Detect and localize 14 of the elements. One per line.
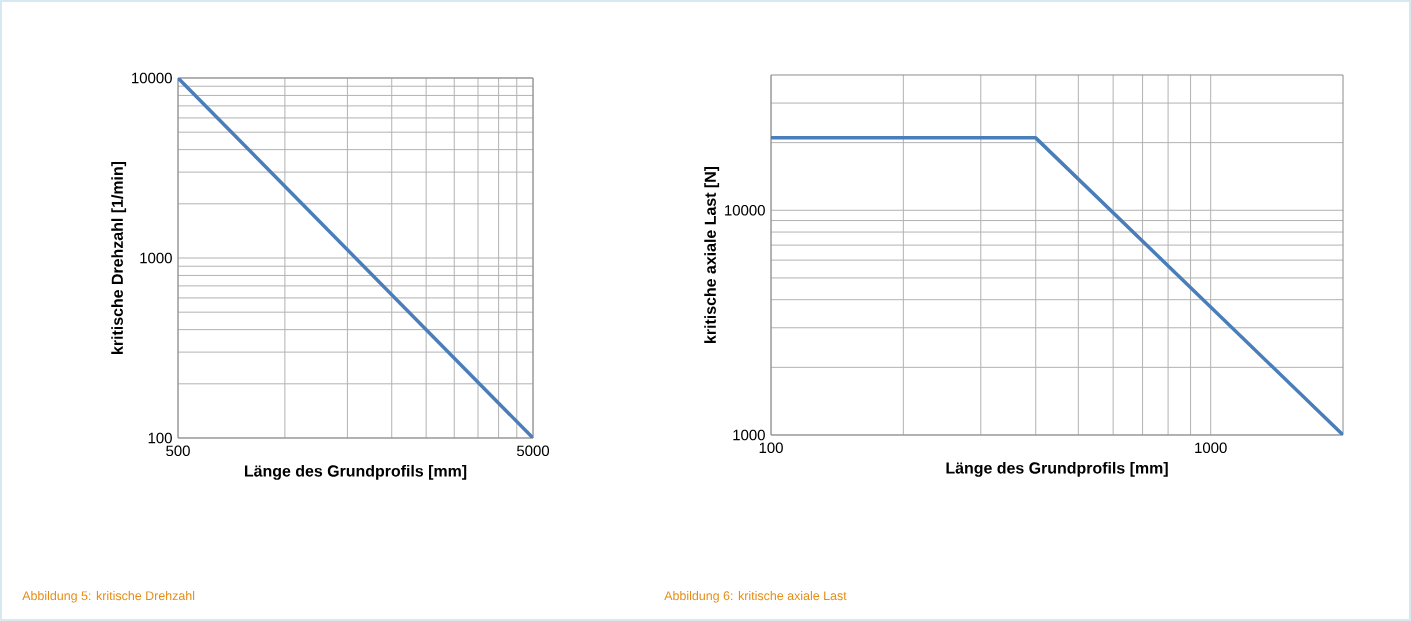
x-axis-title: Länge des Grundprofils [mm]	[946, 461, 1168, 477]
y-tick-label: 100	[148, 432, 172, 444]
y-tick-label: 10000	[725, 204, 765, 216]
text: Abbildung 5: kritische Drehzahl	[22, 590, 195, 603]
x-tick-label: 500	[166, 445, 190, 457]
text: Abbildung 6: kritische axiale Last	[664, 590, 847, 603]
x-tick-label: 5000	[516, 445, 550, 457]
x-tick-label: 1000	[1195, 442, 1227, 454]
y-axis-title: kritische axiale Last [N]	[704, 166, 720, 343]
y-axis-title: kritische Drehzahl [1/min]	[111, 161, 127, 354]
y-tick-label: 10000	[132, 72, 172, 84]
x-axis-title: Länge des Grundprofils [mm]	[244, 464, 467, 480]
y-tick-label: 1000	[140, 252, 172, 264]
x-tick-label: 100	[759, 442, 783, 454]
